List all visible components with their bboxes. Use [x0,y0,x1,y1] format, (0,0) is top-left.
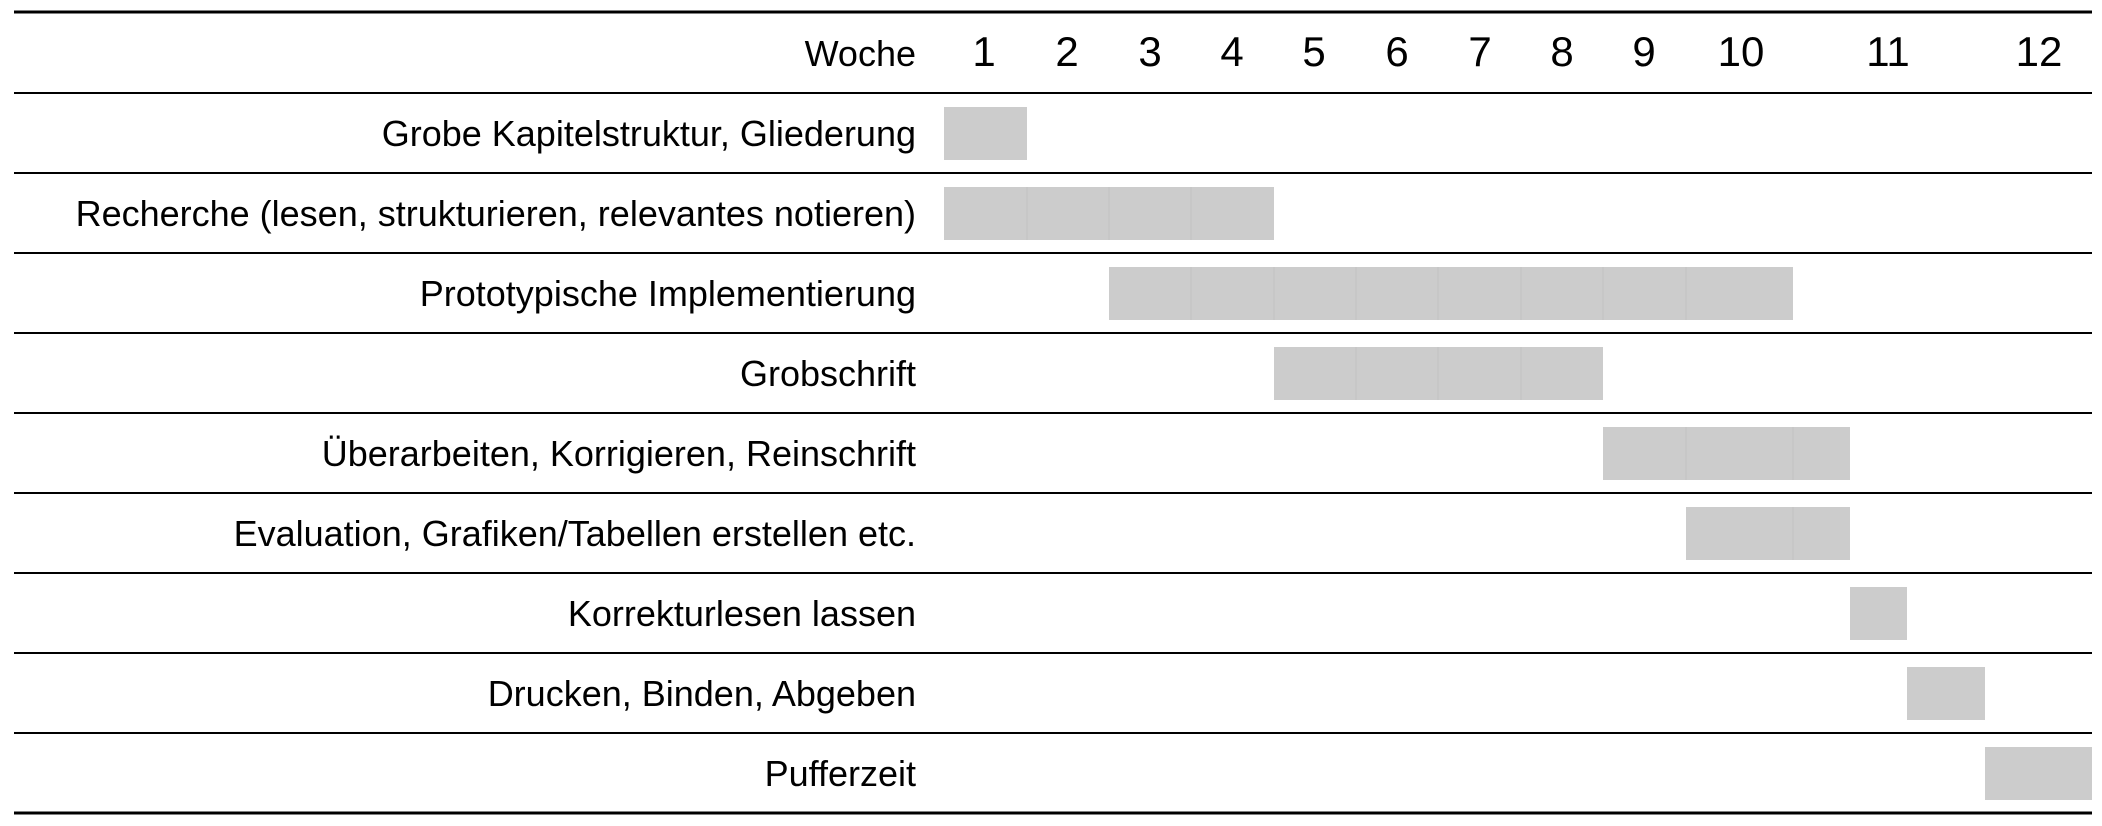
task-label: Pufferzeit [765,753,916,794]
week-label: 6 [1385,28,1408,75]
task-label: Prototypische Implementierung [420,273,916,314]
task-label: Recherche (lesen, strukturieren, relevan… [76,193,916,234]
task-bar [1985,747,2092,800]
week-label: 2 [1055,28,1078,75]
task-bar [1109,267,1793,320]
task-bar [944,107,1027,160]
task-label: Evaluation, Grafiken/Tabellen erstellen … [234,513,916,554]
week-header-label: Woche [805,33,916,74]
week-label: 10 [1718,28,1765,75]
task-bar [1850,587,1907,640]
task-bar [1907,667,1985,720]
task-row: Grobe Kapitelstruktur, Gliederung [382,107,1027,160]
task-row: Überarbeiten, Korrigieren, Reinschrift [322,427,1850,480]
task-label: Überarbeiten, Korrigieren, Reinschrift [322,433,916,474]
task-row: Drucken, Binden, Abgeben [488,667,1985,720]
task-row: Recherche (lesen, strukturieren, relevan… [76,187,1274,240]
task-label: Korrekturlesen lassen [568,593,916,634]
task-row: Prototypische Implementierung [420,267,1793,320]
task-row: Grobschrift [740,347,1603,400]
week-label: 4 [1220,28,1243,75]
week-label: 1 [972,28,995,75]
task-bar [1686,507,1850,560]
week-label: 3 [1138,28,1161,75]
task-row: Evaluation, Grafiken/Tabellen erstellen … [234,507,1850,560]
week-label: 11 [1866,28,1910,75]
week-label: 5 [1302,28,1325,75]
task-label: Grobschrift [740,353,916,394]
task-label: Drucken, Binden, Abgeben [488,673,916,714]
week-label: 12 [2016,28,2063,75]
week-label: 8 [1550,28,1573,75]
week-label: 9 [1632,28,1655,75]
week-label: 7 [1468,28,1491,75]
task-row: Korrekturlesen lassen [568,587,1907,640]
task-bar [1603,427,1850,480]
task-label: Grobe Kapitelstruktur, Gliederung [382,113,916,154]
task-row: Pufferzeit [765,747,2092,800]
